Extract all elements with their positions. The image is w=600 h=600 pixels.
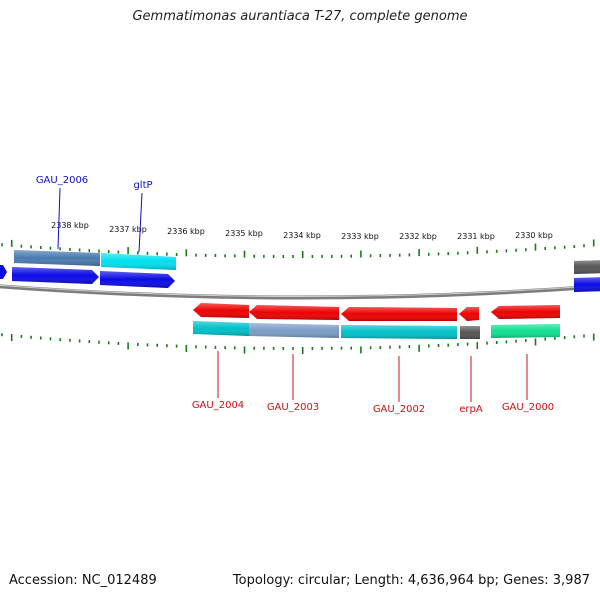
gene-label-gau-2004[interactable]: GAU_2004: [192, 400, 244, 411]
genome-summary: Topology: circular; Length: 4,636,964 bp…: [232, 573, 590, 588]
scale-label: 2334 kbp: [283, 231, 321, 240]
scale-label: 2337 kbp: [109, 225, 147, 234]
chromosome-backbone: [0, 284, 600, 300]
forward-inner-genes: [0, 265, 600, 292]
scale-label: 2335 kbp: [225, 229, 263, 238]
gene-label-gau-2003[interactable]: GAU_2003: [267, 402, 319, 413]
forward-gene-labels: GAU_2006 gltP: [36, 175, 153, 253]
reverse-gene-labels: GAU_2004 GAU_2003 GAU_2002 erpA GAU_2000: [192, 351, 554, 415]
gene-label-gau-2002[interactable]: GAU_2002: [373, 404, 425, 415]
scale-ticks-bottom: [1, 333, 595, 354]
scale-label: 2332 kbp: [399, 232, 437, 241]
reverse-outer-genes: [193, 321, 560, 339]
genome-title: Gemmatimonas aurantiaca T-27, complete g…: [132, 9, 468, 24]
scale-label: 2336 kbp: [167, 227, 205, 236]
gene-label-gltp[interactable]: gltP: [133, 180, 152, 191]
reverse-inner-genes: [193, 303, 560, 321]
scale-ticks-top: [1, 239, 595, 258]
gene-label-gau-2006[interactable]: GAU_2006: [36, 175, 88, 186]
scale-label: 2333 kbp: [341, 232, 379, 241]
accession-label: Accession: NC_012489: [9, 573, 157, 588]
gene-label-erpa[interactable]: erpA: [459, 404, 483, 415]
forward-outer-genes: [14, 250, 600, 274]
scale-label: 2338 kbp: [51, 221, 89, 230]
gene-label-gau-2000[interactable]: GAU_2000: [502, 402, 554, 413]
gene-arrow-left-edge[interactable]: [0, 265, 7, 279]
scale-label: 2331 kbp: [457, 232, 495, 241]
scale-label: 2330 kbp: [515, 231, 553, 240]
